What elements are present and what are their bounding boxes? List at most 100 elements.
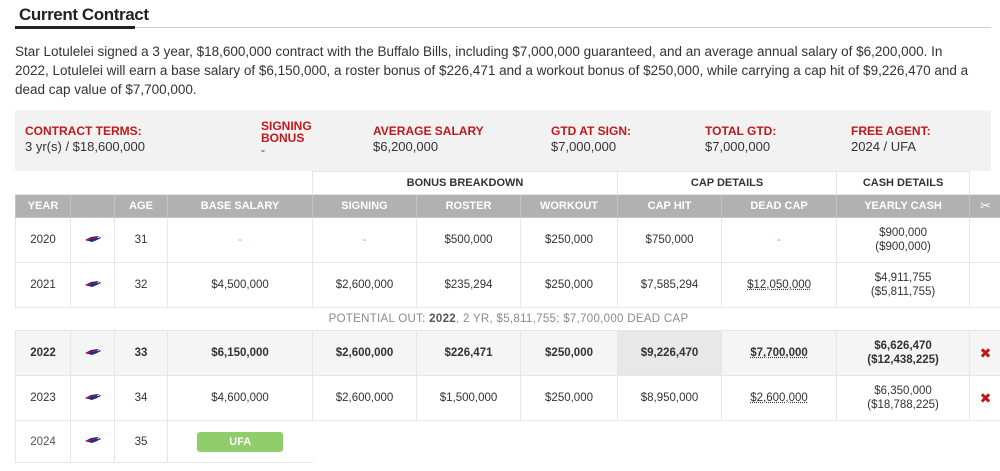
cash-cumulative: ($18,788,225) <box>867 399 939 411</box>
section-header: Current Contract <box>15 4 991 29</box>
cash-year: $900,000 <box>879 227 928 239</box>
dead-cap-link[interactable]: $2,600,000 <box>750 392 808 404</box>
cell-age: 33 <box>114 330 168 376</box>
cell-age: 35 <box>114 420 168 463</box>
cell-age: 31 <box>114 217 168 263</box>
col-age[interactable]: Age <box>114 194 168 218</box>
cell-roster: $500,000 <box>416 217 521 263</box>
title-underline <box>15 26 135 29</box>
cell-base-salary: - <box>167 217 313 263</box>
contract-terms-bar: Contract Terms: 3 yr(s) / $18,600,000 Si… <box>15 110 991 171</box>
term-label: GTD at Sign: <box>551 124 631 138</box>
col-signing[interactable]: Signing <box>312 194 417 218</box>
cell-year: 2023 <box>15 375 71 421</box>
col-cap-hit[interactable]: Cap Hit <box>617 194 723 218</box>
term-value: 3 yr(s) / $18,600,000 <box>25 139 145 154</box>
term-label: Signing Bonus <box>261 119 312 145</box>
cash-year: $6,626,470 <box>874 340 932 352</box>
term-value: $7,000,000 <box>705 139 771 154</box>
term-value: - <box>261 143 265 157</box>
cell-action[interactable]: ✖ <box>969 330 1000 376</box>
term-total-gtd: Total GTD: $7,000,000 <box>705 124 776 154</box>
table-row-current: 2022 33 $6,150,000 $2,600,000 $226,471 $… <box>15 330 1000 376</box>
release-x-icon[interactable]: ✖ <box>979 389 992 406</box>
term-signing-bonus: Signing Bonus - <box>261 120 331 156</box>
cell-cap-hit: $8,950,000 <box>617 375 723 421</box>
contract-table: BONUS BREAKDOWN CAP DETAILS CASH DETAILS… <box>15 171 1000 463</box>
cell-workout: $250,000 <box>519 262 619 308</box>
table-row: 2024 35 UFA <box>15 420 1000 463</box>
term-label: Average Salary <box>373 124 484 138</box>
col-workout[interactable]: Workout <box>519 194 619 218</box>
term-average-salary: Average Salary $6,200,000 <box>373 124 484 154</box>
potential-out-note: POTENTIAL OUT: 2022, 2 YR, $5,811,755; $… <box>15 307 1000 331</box>
col-cut[interactable]: ✂ <box>969 194 1000 218</box>
cell-roster: $1,500,000 <box>416 375 521 421</box>
column-header-row: Year Age Base Salary Signing Roster Work… <box>15 194 1000 218</box>
dead-cap-link[interactable]: $7,700,000 <box>750 347 808 359</box>
cell-dead-cap: - <box>721 217 838 263</box>
cell-status: UFA <box>167 420 313 463</box>
cash-cumulative: ($12,438,225) <box>867 354 939 366</box>
cell-dead-cap[interactable]: $12,050,000 <box>721 262 838 308</box>
ufa-badge: UFA <box>197 431 284 452</box>
col-yearly-cash[interactable]: Yearly Cash <box>836 194 971 218</box>
cell-year: 2022 <box>15 330 71 376</box>
term-value: 2024 / UFA <box>851 139 917 154</box>
table-row: 2020 31 - - $500,000 $250,000 $750,000 -… <box>15 217 1000 263</box>
col-roster[interactable]: Roster <box>416 194 521 218</box>
cash-year: $6,350,000 <box>874 385 932 397</box>
cash-cumulative: ($900,000) <box>875 241 931 253</box>
cell-signing: - <box>312 217 417 263</box>
col-team <box>70 194 115 218</box>
term-contract: Contract Terms: 3 yr(s) / $18,600,000 <box>25 124 145 154</box>
potential-out-row: POTENTIAL OUT: 2022, 2 YR, $5,811,755; $… <box>15 307 1000 331</box>
cell-team <box>70 217 115 263</box>
cell-workout: $250,000 <box>519 375 619 421</box>
term-label: Total GTD: <box>705 124 777 138</box>
group-spacer <box>969 171 1000 195</box>
col-dead-cap[interactable]: Dead Cap <box>721 194 838 218</box>
bills-logo-icon <box>84 392 102 402</box>
table-row: 2023 34 $4,600,000 $2,600,000 $1,500,000… <box>15 375 1000 421</box>
cash-year: $4,911,755 <box>874 272 932 284</box>
scissors-icon[interactable]: ✂ <box>980 198 991 213</box>
bills-logo-icon <box>84 279 102 289</box>
term-free-agent: Free Agent: 2024 / UFA <box>851 124 931 154</box>
term-value: $7,000,000 <box>551 139 617 154</box>
cash-cumulative: ($5,811,755) <box>870 286 936 298</box>
term-label: Contract Terms: <box>25 124 142 138</box>
cell-base-salary: $6,150,000 <box>167 330 313 376</box>
cell-yearly-cash: $4,911,755 ($5,811,755) <box>836 262 971 308</box>
col-year[interactable]: Year <box>15 194 71 218</box>
cell-action[interactable]: ✖ <box>969 375 1000 421</box>
cell-dead-cap[interactable]: $2,600,000 <box>721 375 838 421</box>
bills-logo-icon <box>84 234 102 244</box>
cell-action <box>969 262 1000 308</box>
cell-year: 2020 <box>15 217 71 263</box>
cell-dead-cap[interactable]: $7,700,000 <box>721 330 838 376</box>
cell-base-salary: $4,500,000 <box>167 262 313 308</box>
cell-year: 2024 <box>15 420 71 463</box>
cell-signing: $2,600,000 <box>312 330 417 376</box>
cell-cap-hit: $9,226,470 <box>617 330 723 376</box>
cell-workout: $250,000 <box>519 330 619 376</box>
cell-age: 32 <box>114 262 168 308</box>
release-x-icon[interactable]: ✖ <box>979 344 992 361</box>
col-base-salary[interactable]: Base Salary <box>167 194 313 218</box>
cell-team <box>70 420 115 463</box>
cell-team <box>70 375 115 421</box>
bills-logo-icon <box>84 435 102 445</box>
group-cap-details: CAP DETAILS <box>617 171 838 195</box>
cell-team <box>70 262 115 308</box>
term-label: Free Agent: <box>851 124 931 138</box>
contract-summary: Star Lotulelei signed a 3 year, $18,600,… <box>15 44 969 97</box>
potential-out-year: 2022 <box>429 313 456 325</box>
dead-cap-link[interactable]: $12,050,000 <box>747 279 812 291</box>
group-cash-details: CASH DETAILS <box>836 171 971 195</box>
cell-cap-hit: $750,000 <box>617 217 723 263</box>
group-bonus-breakdown: BONUS BREAKDOWN <box>311 171 619 195</box>
cell-year: 2021 <box>15 262 71 308</box>
group-spacer <box>15 171 313 195</box>
cell-base-salary: $4,600,000 <box>167 375 313 421</box>
